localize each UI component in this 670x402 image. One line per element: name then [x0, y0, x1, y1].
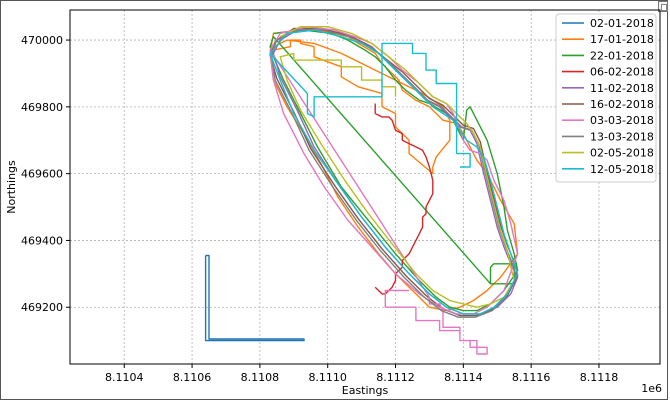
- y-axis-label: Northings: [5, 160, 18, 214]
- legend-entry-label: 13-03-2018: [590, 130, 654, 143]
- x-tick-label: 8.1114: [444, 371, 483, 384]
- series-tracks: [204, 26, 519, 355]
- x-tick-label: 8.1110: [308, 371, 347, 384]
- x-tick-label: 8.1116: [512, 371, 551, 384]
- series-line-02-01-2018: [204, 254, 305, 342]
- legend-entry-label: 02-01-2018: [590, 17, 654, 30]
- legend-entry-label: 17-01-2018: [590, 33, 654, 46]
- x-tick-label: 8.1104: [105, 371, 144, 384]
- axes-frame: [69, 9, 661, 365]
- grid-lines: [70, 10, 660, 364]
- legend-entry-label: 16-02-2018: [590, 98, 654, 111]
- x-tick-label: 8.1108: [241, 371, 280, 384]
- series-line-12-05-2018: [269, 29, 519, 315]
- legend-entry-label: 11-02-2018: [590, 82, 654, 95]
- legend-entry-label: 06-02-2018: [590, 66, 654, 79]
- x-tick-label: 8.1118: [580, 371, 619, 384]
- x-axis-ticks: 8.1104 8.1106 8.1108 8.1110 8.1112 8.1114 8.11…: [105, 364, 618, 384]
- legend-entry-label: 03-03-2018: [590, 114, 654, 127]
- x-tick-label: 8.1112: [376, 371, 415, 384]
- series-line-02-05-2018: [279, 26, 515, 308]
- y-tick-label: 469200: [21, 301, 63, 314]
- window-corner-icon[interactable]: [658, 1, 668, 12]
- y-tick-label: 470000: [21, 34, 63, 47]
- legend-entry-label: 22-01-2018: [590, 49, 654, 62]
- series-line-22-01-2018: [269, 29, 519, 312]
- y-axis-ticks: 469200 469400 469600 469800 470000: [21, 34, 70, 314]
- x-axis-offset-label: 1e6: [641, 382, 662, 395]
- legend-entry-label: 02-05-2018: [590, 147, 654, 160]
- legend-entry-label: 12-05-2018: [590, 163, 654, 176]
- y-tick-label: 469400: [21, 234, 63, 247]
- series-line-17-01-2018: [269, 29, 519, 312]
- legend: 02-01-2018 17-01-2018 22-01-2018 06-02-2018…: [555, 13, 657, 183]
- series-line-06-02-2018: [374, 103, 434, 295]
- x-tick-label: 8.1106: [173, 371, 212, 384]
- x-axis-label: Eastings: [342, 384, 389, 397]
- y-tick-label: 469600: [21, 168, 63, 181]
- y-tick-label: 469800: [21, 101, 63, 114]
